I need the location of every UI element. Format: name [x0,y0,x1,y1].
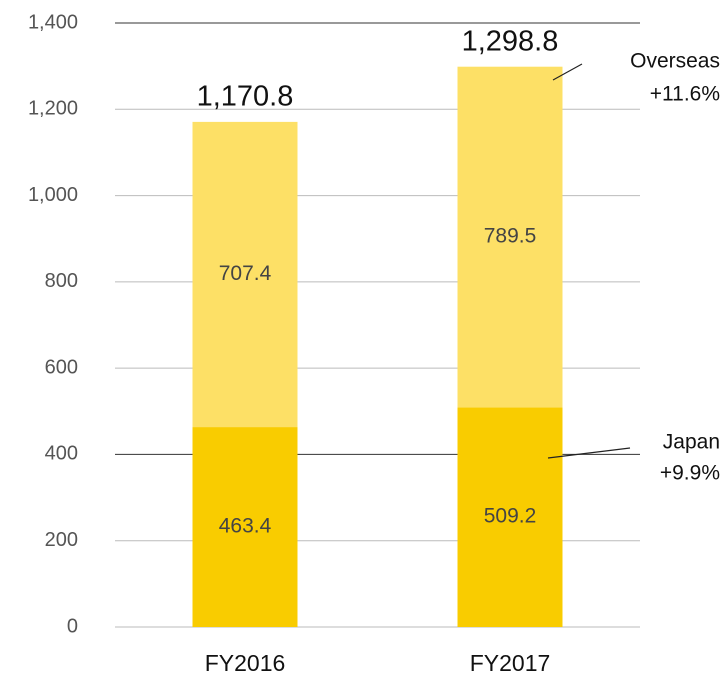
y-tick-label: 0 [67,615,78,637]
value-label: 463.4 [219,515,272,538]
annotation: +11.6% [650,83,720,106]
bar-segment [192,427,298,627]
y-tick-label: 800 [45,270,78,292]
total-label: 1,298.8 [462,25,559,57]
x-tick-label: FY2017 [470,650,551,676]
y-tick-label: 400 [45,443,78,465]
total-label: 1,170.8 [197,81,294,113]
y-tick-label: 1,000 [28,184,78,206]
value-label: 707.4 [219,262,272,285]
leader-line [552,63,583,81]
x-tick-label: FY2016 [205,650,286,676]
bar-segment [457,407,563,627]
annotation: Japan [663,431,720,454]
y-tick-label: 200 [45,529,78,551]
y-tick-label: 600 [45,356,78,378]
annotation: +9.9% [660,462,720,485]
bar-segment [192,121,298,428]
y-tick-label: 1,200 [28,98,78,120]
value-label: 789.5 [484,225,537,248]
annotation: Overseas [630,50,720,73]
value-label: 509.2 [484,505,537,528]
y-tick-label: 1,400 [28,11,78,33]
bar-segment [457,66,563,408]
leader-line [547,447,631,459]
